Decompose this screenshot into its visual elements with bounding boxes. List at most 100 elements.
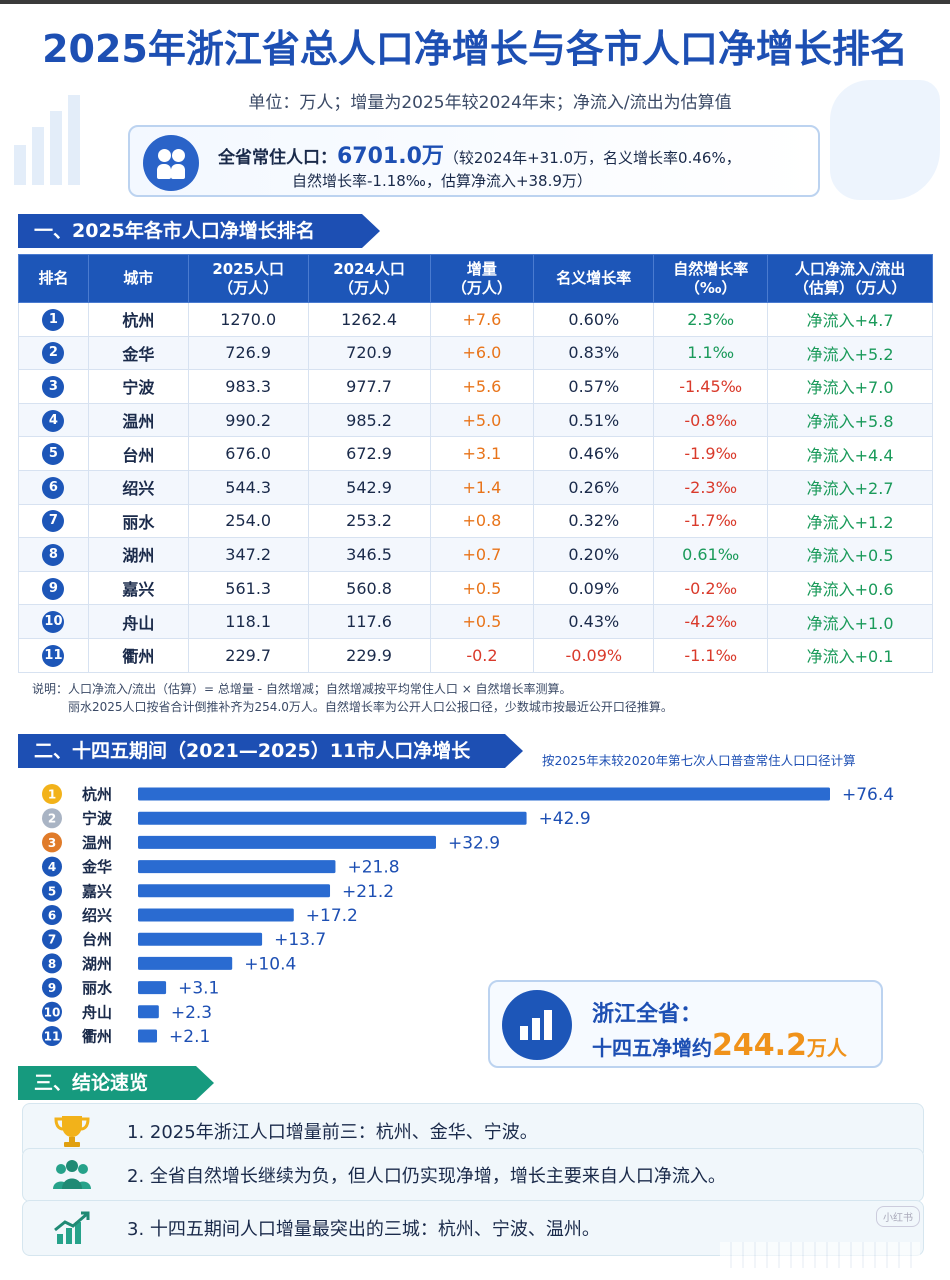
- rank-badge: 7: [42, 510, 65, 533]
- value-label: +21.2: [342, 882, 394, 902]
- natural-rate-cell: -1.45‰: [653, 369, 769, 404]
- natural-rate-cell: 2.3‰: [653, 302, 769, 337]
- pop2024-cell: 253.2: [307, 503, 431, 539]
- rank-marker: [42, 905, 62, 925]
- rank-cell: 5: [18, 436, 89, 471]
- rank-marker: [42, 784, 62, 804]
- net-flow-cell: 净流入+4.7: [767, 302, 933, 337]
- nominal-rate-cell: 0.51%: [533, 402, 655, 438]
- rank-marker: [42, 953, 62, 974]
- pop2024-cell: 720.9: [307, 335, 431, 371]
- value-label: +21.8: [347, 858, 399, 878]
- table-row: 1 杭州 1270.0 1262.4 +7.6 0.60% 2.3‰ 净流入+4.7: [18, 302, 933, 337]
- bar: [138, 932, 263, 946]
- natural-rate-cell: -4.2‰: [653, 604, 769, 639]
- increase-cell: +6.0: [429, 335, 535, 371]
- city-cell: 丽水: [87, 503, 189, 539]
- summary-line-1: 全省常住人口：6701.0万（较2024年+31.0万，名义增长率0.46%，: [218, 138, 741, 170]
- table-header-cell: 增量 （万人）: [429, 254, 535, 303]
- rank-marker: [42, 929, 62, 950]
- city-ranking-table: 排名 城市 2025人口 （万人） 2024人口 （万人） 增量 （万人） 名义增长率 自然增长率…: [18, 254, 933, 673]
- value-label: +17.2: [306, 906, 358, 926]
- group-icon: [53, 1160, 91, 1189]
- pop2024-cell: 560.8: [307, 570, 431, 606]
- rank-label: 4: [48, 860, 56, 874]
- rank-label: 7: [48, 933, 56, 947]
- rank-label: 6: [48, 909, 56, 923]
- pop2024-cell: 117.6: [307, 604, 431, 639]
- rank-label: 8: [48, 957, 56, 971]
- header-line: 人口净流入/流出: [794, 259, 906, 278]
- conclusion-text: 1. 2025年浙江人口增量前三：杭州、金华、宁波。: [127, 1122, 538, 1143]
- bar: [138, 908, 294, 922]
- trophy-icon: [54, 1116, 90, 1147]
- city-cell: 舟山: [87, 604, 189, 639]
- bar: [138, 956, 233, 970]
- zhejiang-map-decoration: [830, 80, 940, 200]
- table-notes: 说明：人口净流入/流出（估算）= 总增量 - 自然增减；自然增减按平均常住人口 …: [32, 680, 673, 716]
- city-cell: 宁波: [87, 369, 189, 404]
- net-flow-cell: 净流入+5.2: [767, 335, 933, 371]
- pop2025-cell: 1270.0: [187, 302, 309, 337]
- pop2025-cell: 983.3: [187, 369, 309, 404]
- table-body: 1 杭州 1270.0 1262.4 +7.6 0.60% 2.3‰ 净流入+4.7 2 金华 72…: [18, 302, 933, 673]
- net-flow-cell: 净流入+1.2: [767, 503, 933, 539]
- nominal-rate-cell: 0.20%: [533, 537, 655, 572]
- table-row: 4 温州 990.2 985.2 +5.0 0.51% -0.8‰ 净流入+5.8: [18, 402, 933, 438]
- rank-cell: 9: [18, 570, 89, 606]
- rank-marker: [42, 1026, 62, 1046]
- bar: [138, 787, 830, 801]
- rank-badge: 2: [42, 342, 65, 365]
- bar: [138, 884, 331, 898]
- natural-rate-cell: -1.7‰: [653, 503, 769, 539]
- value-label: +2.1: [169, 1027, 210, 1047]
- people-icon: [143, 135, 199, 191]
- pop2024-cell: 346.5: [307, 537, 431, 572]
- header-line: （万人）: [451, 278, 512, 297]
- rank-badge: 5: [42, 443, 65, 466]
- header-line: 增量: [466, 259, 497, 278]
- increase-cell: +5.0: [429, 402, 535, 438]
- value-label: +13.7: [274, 930, 326, 950]
- nominal-rate-cell: 0.43%: [533, 604, 655, 639]
- rank-label: 2: [48, 812, 56, 826]
- rank-marker: [42, 808, 62, 829]
- total-prefix: 十四五净增约: [592, 1036, 712, 1060]
- header-line: （估算）（万人）: [793, 278, 907, 297]
- header-line: 排名: [38, 269, 69, 288]
- net-flow-cell: 净流入+7.0: [767, 369, 933, 404]
- header-line: 城市: [123, 269, 154, 288]
- category-label: 嘉兴: [81, 882, 112, 900]
- note-line-2: 丽水2025人口按省合计倒推补齐为254.0万人。自然增长率为公开人口公报口径，…: [68, 700, 673, 714]
- natural-rate-cell: -0.8‰: [653, 402, 769, 438]
- rank-badge: 8: [42, 543, 65, 566]
- section-1-title: 一、2025年各市人口净增长排名: [18, 214, 380, 248]
- increase-cell: -0.2: [429, 637, 535, 673]
- value-label: +76.4: [842, 785, 894, 805]
- pop2025-cell: 254.0: [187, 503, 309, 539]
- growth-chart-icon: [54, 1211, 90, 1244]
- pop2024-cell: 977.7: [307, 369, 431, 404]
- rank-marker: [42, 832, 62, 853]
- rank-badge: 9: [42, 577, 65, 600]
- net-flow-cell: 净流入+0.5: [767, 537, 933, 572]
- rank-marker: [42, 977, 62, 998]
- category-label: 湖州: [82, 955, 112, 973]
- rank-cell: 1: [18, 302, 89, 337]
- category-label: 丽水: [82, 979, 113, 997]
- rank-cell: 11: [18, 637, 89, 673]
- net-flow-cell: 净流入+2.7: [767, 469, 933, 505]
- table-header-cell: 人口净流入/流出 （估算）（万人）: [767, 254, 933, 303]
- conclusion-text: 3. 十四五期间人口增量最突出的三城：杭州、宁波、温州。: [127, 1219, 600, 1240]
- header-line: 自然增长率: [673, 259, 749, 278]
- city-cell: 绍兴: [87, 469, 189, 505]
- category-label: 金华: [81, 858, 112, 876]
- category-label: 温州: [82, 834, 112, 852]
- increase-cell: +0.7: [429, 537, 535, 572]
- value-label: +42.9: [539, 809, 591, 829]
- rank-label: 5: [48, 884, 56, 898]
- rank-cell: 2: [18, 335, 89, 371]
- nominal-rate-cell: 0.26%: [533, 469, 655, 505]
- rank-cell: 6: [18, 469, 89, 505]
- table-row: 8 湖州 347.2 346.5 +0.7 0.20% 0.61‰ 净流入+0.5: [18, 537, 933, 572]
